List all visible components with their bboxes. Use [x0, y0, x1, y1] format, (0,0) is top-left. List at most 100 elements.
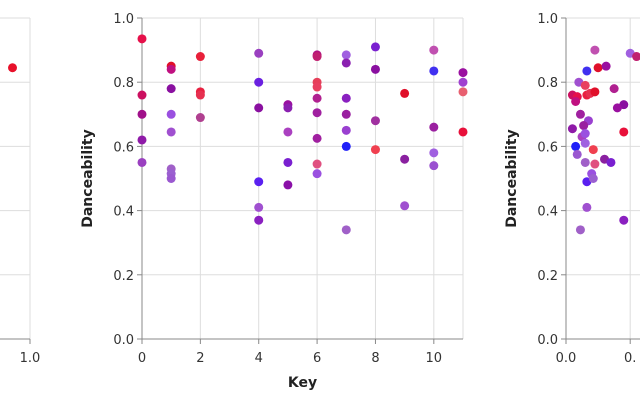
- data-point: [137, 135, 147, 145]
- data-point: [312, 52, 322, 62]
- data-point: [195, 52, 205, 62]
- data-point: [575, 225, 585, 235]
- data-point: [458, 127, 468, 137]
- data-point: [341, 125, 351, 135]
- data-point: [429, 161, 439, 171]
- data-point: [567, 124, 577, 134]
- data-point: [254, 103, 264, 113]
- data-point: [582, 202, 592, 212]
- y-axis-title: Danceability: [80, 129, 96, 228]
- x-tick-label: 0.0: [556, 351, 577, 366]
- data-point: [312, 159, 322, 169]
- data-point: [312, 108, 322, 118]
- data-point: [571, 141, 581, 151]
- data-point: [370, 116, 380, 126]
- data-point: [429, 148, 439, 158]
- data-point: [341, 109, 351, 119]
- x-tick-label: 1.0: [20, 351, 41, 366]
- data-point: [580, 138, 590, 148]
- data-point: [166, 64, 176, 74]
- data-point: [590, 159, 600, 169]
- x-tick-label: 10: [426, 351, 443, 366]
- data-point: [590, 45, 600, 55]
- data-point: [580, 80, 590, 90]
- data-point: [572, 149, 582, 159]
- data-point: [283, 180, 293, 190]
- x-tick-label: 0.: [624, 351, 636, 366]
- data-point: [341, 141, 351, 151]
- scatter-panel-3: 0.0 0.2 0.4 0.6 0.8 1.0 0.0 0. Danceability: [504, 12, 640, 366]
- y-tick-label: 0.8: [113, 76, 134, 91]
- data-point: [341, 50, 351, 60]
- data-point: [312, 133, 322, 143]
- x-tick-label: 2: [196, 351, 204, 366]
- data-point: [601, 61, 611, 71]
- y-tick-label: 0.4: [537, 205, 558, 220]
- data-point: [575, 109, 585, 119]
- y-tick-label: 0.6: [113, 140, 134, 155]
- scatter-panel-2: 0.0 0.2 0.4 0.6 0.8 1.0 0 2 4 6 8 10 Danceability Key: [80, 12, 468, 391]
- data-point: [582, 66, 592, 76]
- data-point: [370, 64, 380, 74]
- data-point: [254, 215, 264, 225]
- data-point: [619, 215, 629, 225]
- data-point: [283, 103, 293, 113]
- data-point: [590, 87, 600, 97]
- y-tick-label: 1.0: [113, 12, 134, 27]
- x-tick-label: 8: [371, 351, 379, 366]
- data-point: [580, 129, 590, 139]
- x-tick-label: 6: [313, 351, 321, 366]
- data-point: [619, 127, 629, 137]
- y-tick-label: 0.0: [113, 333, 134, 348]
- data-point: [283, 127, 293, 137]
- y-axis-title: Danceability: [504, 129, 520, 228]
- data-point: [341, 58, 351, 68]
- data-point: [283, 157, 293, 167]
- y-tick-label: 0.8: [537, 76, 558, 91]
- x-tick-label: 0: [138, 351, 146, 366]
- data-point: [609, 84, 619, 94]
- y-tick-label: 0.6: [537, 140, 558, 155]
- data-point: [429, 122, 439, 132]
- x-tick-label: 4: [255, 351, 263, 366]
- y-tick-label: 0.4: [113, 205, 134, 220]
- data-point: [137, 34, 147, 44]
- x-axis-title: Key: [288, 375, 317, 391]
- data-point: [571, 96, 581, 106]
- data-point: [137, 109, 147, 119]
- data-point: [341, 93, 351, 103]
- data-point: [166, 174, 176, 183]
- data-point: [166, 84, 176, 94]
- data-point: [370, 42, 380, 52]
- data-point: [195, 113, 205, 123]
- y-tick-label: 1.0: [537, 12, 558, 27]
- data-point: [400, 88, 410, 98]
- data-point: [166, 127, 176, 137]
- data-point: [593, 63, 603, 73]
- y-tick-label: 0.2: [113, 269, 134, 284]
- data-point: [580, 157, 590, 167]
- data-point: [458, 87, 468, 97]
- data-point: [632, 52, 640, 62]
- data-point: [429, 45, 439, 55]
- data-point: [8, 63, 17, 73]
- data-point: [137, 157, 147, 167]
- data-point: [400, 201, 410, 211]
- data-point: [254, 77, 264, 87]
- data-point: [166, 109, 176, 119]
- data-point: [458, 77, 468, 87]
- data-point: [195, 90, 205, 100]
- data-point: [579, 121, 589, 131]
- data-point: [137, 90, 147, 100]
- data-point: [458, 68, 468, 78]
- data-point: [312, 82, 322, 92]
- y-tick-label: 0.0: [537, 333, 558, 348]
- data-point: [370, 145, 380, 155]
- data-point: [588, 145, 598, 155]
- data-point: [341, 225, 351, 235]
- data-point: [312, 93, 322, 103]
- data-point: [429, 66, 439, 76]
- data-point: [254, 48, 264, 58]
- data-point: [400, 154, 410, 164]
